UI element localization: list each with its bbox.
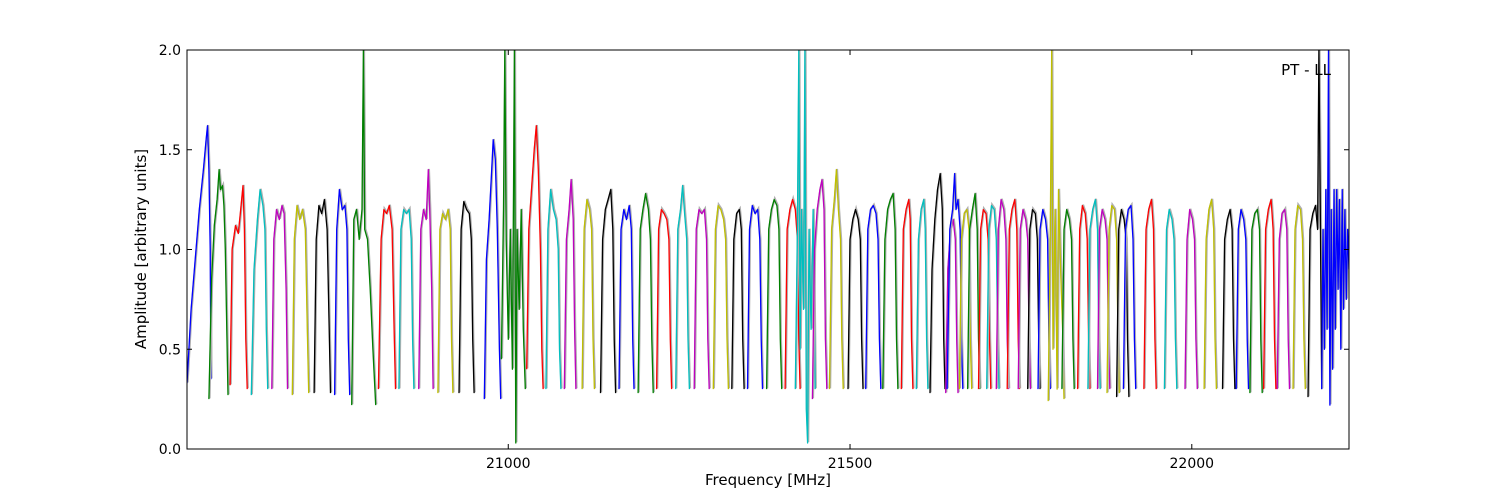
series-line [958,208,973,390]
series-line [929,173,946,394]
series-line [418,169,434,390]
series-line [977,208,992,390]
series-line [1163,208,1178,390]
series-line [655,208,673,390]
series-line [313,198,332,394]
series-line [731,208,745,390]
annotation-label: PT - LL [1281,61,1332,79]
series-line [784,198,801,390]
series-line [1061,208,1075,390]
series-line [811,179,828,400]
series-line [351,50,377,406]
x-axis-ticks: 21000 21500 22000 [486,50,1214,472]
series-line [765,198,783,390]
series-line [208,169,229,400]
series-line [1115,208,1130,398]
series-line [581,198,596,390]
series-line [437,208,454,394]
series-line [865,204,882,390]
series-line [526,125,544,390]
series-line [1249,208,1263,394]
series-line [1321,50,1349,406]
x-tick-label: 21500 [828,456,873,472]
series-line [599,188,617,394]
series-line [250,188,269,396]
series-line [1143,198,1157,390]
series-line [1122,204,1137,390]
y-tick-label: 0.0 [159,442,181,458]
series-line [995,198,1010,390]
series-line [229,185,248,390]
series-line [1184,208,1198,390]
series-line [1221,208,1236,390]
series-line [693,208,710,390]
y-axis-label: Amplitude [arbitrary units] [132,149,150,349]
series-line [794,50,816,444]
series-line [1047,50,1065,402]
series-line [900,198,914,390]
x-tick-label: 21000 [486,456,531,472]
series-line [637,192,654,394]
y-axis-ticks: 0.0 0.5 1.0 1.5 2.0 [159,43,1349,458]
y-tick-label: 1.0 [159,243,181,259]
series-line [675,185,691,390]
series-line [377,204,397,390]
series-line [1276,208,1291,390]
series-line [1203,198,1218,390]
series-line [271,204,289,390]
series-line [187,125,212,384]
series-line [500,50,526,444]
series-line [563,179,577,390]
series-line [545,188,562,390]
series-line [915,198,929,390]
series-line [828,169,844,390]
series-line [1235,208,1250,390]
series-line [882,192,899,390]
series-line [1262,198,1277,390]
x-axis-label: Frequency [MHz] [705,471,831,489]
series-line [483,139,502,400]
series-line [945,218,959,394]
series-line [966,192,981,390]
series-line [746,204,764,390]
series-layer [187,50,1349,444]
series-line [333,188,351,396]
x-tick-label: 22000 [1170,456,1215,472]
series-line [712,204,730,390]
series-line [291,204,310,396]
series-line [847,208,864,390]
y-tick-label: 2.0 [159,43,181,59]
series-line [1307,50,1323,398]
y-tick-label: 0.5 [159,342,181,358]
series-line [458,200,475,394]
y-tick-label: 1.5 [159,143,181,159]
series-line [618,204,635,390]
series-line [398,208,415,390]
series-line [1292,204,1306,390]
